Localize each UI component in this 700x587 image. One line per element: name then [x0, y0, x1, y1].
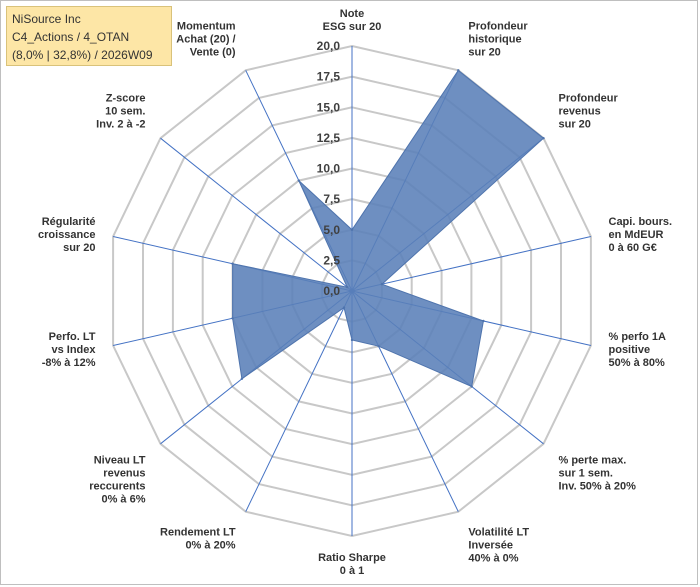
data-point — [346, 286, 349, 289]
data-series-area — [232, 69, 545, 388]
axis-label: Volatilité LT Inversée 40% à 0% — [468, 526, 529, 564]
axis-label: Rendement LT 0% à 20% — [160, 526, 236, 551]
data-point — [457, 69, 460, 72]
stock-name: NiSource Inc — [12, 12, 81, 26]
tick-label: 12,5 — [317, 131, 341, 145]
axis-spoke — [351, 236, 592, 292]
data-point — [350, 228, 354, 231]
axis-spoke — [160, 137, 353, 292]
info-box: NiSource Inc C4_Actions / 4_OTAN (8,0% |… — [6, 6, 172, 66]
data-point — [542, 137, 545, 140]
data-point — [470, 385, 473, 388]
axis-label: Note ESG sur 20 — [323, 8, 382, 33]
axis-label: Niveau LT revenus reccurents 0% à 6% — [89, 455, 146, 506]
axis-label: Z-score 10 sem. Inv. 2 à -2 — [96, 93, 145, 131]
axis-label: Momentum Achat (20) / Vente (0) — [176, 21, 236, 59]
tick-label: 10,0 — [317, 162, 341, 176]
tick-label: 15,0 — [317, 100, 341, 114]
tick-label: 5,0 — [323, 223, 340, 237]
tick-label: 7,5 — [323, 192, 340, 206]
axis-spoke — [245, 290, 353, 512]
axis-label: Profondeur historique sur 20 — [468, 21, 528, 59]
axis-label: Ratio Sharpe 0 à 1 — [318, 552, 386, 577]
data-point — [297, 179, 300, 182]
axis-label: % perfo 1A positive 50% à 80% — [609, 331, 667, 369]
performance-period: (8,0% | 32,8%) / 2026W09 — [12, 48, 153, 62]
tick-label: 0,0 — [323, 284, 340, 298]
data-point — [350, 338, 354, 342]
data-point — [380, 283, 384, 286]
tick-label: 2,5 — [323, 253, 340, 267]
axis-label: Régularité croissance sur 20 — [38, 216, 95, 254]
data-point — [231, 262, 234, 265]
data-point — [231, 317, 234, 320]
axis-label: % perte max. sur 1 sem. Inv. 50% à 20% — [559, 455, 637, 493]
axis-label: Perfo. LT vs Index -8% à 12% — [42, 331, 97, 369]
tick-label: 17,5 — [317, 70, 341, 84]
axis-label: Capi. bours. en MdEUR 0 à 60 G€ — [609, 216, 673, 254]
data-point — [377, 345, 380, 348]
tick-label: 20,0 — [317, 39, 341, 53]
data-point — [482, 319, 485, 323]
portfolio-path: C4_Actions / 4_OTAN — [12, 30, 130, 44]
data-point — [342, 306, 346, 309]
axis-label: Profondeur revenus sur 20 — [559, 93, 619, 131]
data-point — [240, 377, 244, 380]
